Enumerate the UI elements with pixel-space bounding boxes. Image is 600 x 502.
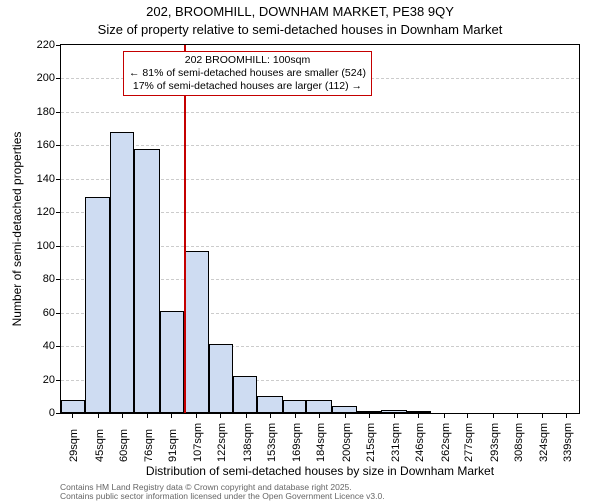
annotation-box: 202 BROOMHILL: 100sqm← 81% of semi-detac… xyxy=(123,51,372,96)
chart-title-line1: 202, BROOMHILL, DOWNHAM MARKET, PE38 9QY xyxy=(0,4,600,19)
y-tick-label: 160 xyxy=(0,139,55,151)
y-tick-label: 60 xyxy=(0,307,55,319)
histogram-bar xyxy=(209,344,233,413)
y-tick-mark xyxy=(56,145,60,146)
x-axis-label: Distribution of semi-detached houses by … xyxy=(60,464,580,478)
histogram-bar xyxy=(381,410,407,413)
y-tick-label: 0 xyxy=(0,407,55,419)
x-tick-mark xyxy=(270,414,271,418)
y-tick-label: 120 xyxy=(0,206,55,218)
x-tick-label: 138sqm xyxy=(242,423,254,462)
y-tick-label: 200 xyxy=(0,72,55,84)
plot-area: 202 BROOMHILL: 100sqm← 81% of semi-detac… xyxy=(60,44,580,414)
x-tick-label: 76sqm xyxy=(143,429,155,462)
x-tick-label: 231sqm xyxy=(390,423,402,462)
x-tick-mark xyxy=(467,414,468,418)
histogram-bar xyxy=(110,132,134,413)
histogram-bar xyxy=(357,411,381,413)
histogram-bar xyxy=(283,400,307,413)
x-tick-label: 215sqm xyxy=(365,423,377,462)
y-tick-label: 40 xyxy=(0,340,55,352)
histogram-bar xyxy=(184,251,210,413)
x-tick-mark xyxy=(295,414,296,418)
y-tick-label: 100 xyxy=(0,240,55,252)
x-tick-label: 29sqm xyxy=(68,429,80,462)
y-tick-mark xyxy=(56,346,60,347)
gridline xyxy=(61,112,579,113)
chart-container: { "chart": { "type": "histogram", "title… xyxy=(0,0,600,500)
y-tick-label: 140 xyxy=(0,173,55,185)
histogram-bar xyxy=(134,149,160,413)
y-tick-label: 20 xyxy=(0,374,55,386)
x-tick-mark xyxy=(147,414,148,418)
x-tick-label: 184sqm xyxy=(315,423,327,462)
x-tick-mark xyxy=(517,414,518,418)
x-tick-mark xyxy=(220,414,221,418)
histogram-bar xyxy=(332,406,358,413)
y-tick-mark xyxy=(56,45,60,46)
y-tick-label: 180 xyxy=(0,106,55,118)
x-tick-label: 169sqm xyxy=(291,423,303,462)
x-tick-label: 246sqm xyxy=(414,423,426,462)
histogram-bar xyxy=(407,411,431,413)
y-tick-label: 80 xyxy=(0,273,55,285)
y-tick-mark xyxy=(56,279,60,280)
x-tick-label: 91sqm xyxy=(167,429,179,462)
x-tick-mark xyxy=(493,414,494,418)
x-tick-label: 122sqm xyxy=(216,423,228,462)
x-tick-label: 277sqm xyxy=(463,423,475,462)
histogram-bar xyxy=(257,396,283,413)
credits-text: Contains HM Land Registry data © Crown c… xyxy=(60,483,385,502)
histogram-bar xyxy=(85,197,111,413)
x-tick-mark xyxy=(345,414,346,418)
x-tick-label: 293sqm xyxy=(489,423,501,462)
x-tick-label: 324sqm xyxy=(538,423,550,462)
histogram-bar xyxy=(233,376,257,413)
x-tick-mark xyxy=(122,414,123,418)
y-tick-mark xyxy=(56,179,60,180)
y-tick-mark xyxy=(56,380,60,381)
x-tick-label: 107sqm xyxy=(192,423,204,462)
y-tick-mark xyxy=(56,78,60,79)
x-tick-mark xyxy=(171,414,172,418)
x-tick-label: 262sqm xyxy=(440,423,452,462)
y-tick-mark xyxy=(56,112,60,113)
x-tick-mark xyxy=(566,414,567,418)
y-tick-mark xyxy=(56,212,60,213)
x-tick-label: 153sqm xyxy=(266,423,278,462)
chart-title-line2: Size of property relative to semi-detach… xyxy=(0,22,600,37)
x-tick-mark xyxy=(444,414,445,418)
histogram-bar xyxy=(160,311,184,413)
x-tick-label: 45sqm xyxy=(94,429,106,462)
x-tick-mark xyxy=(196,414,197,418)
x-tick-mark xyxy=(319,414,320,418)
x-tick-mark xyxy=(542,414,543,418)
y-tick-label: 220 xyxy=(0,39,55,51)
histogram-bar xyxy=(61,400,85,413)
x-tick-label: 308sqm xyxy=(513,423,525,462)
reference-marker-line xyxy=(184,45,186,413)
x-axis-ticks: 29sqm 45sqm 60sqm 76sqm 91sqm 107sqm 122sqm 138… xyxy=(60,414,580,464)
y-tick-mark xyxy=(56,313,60,314)
x-tick-mark xyxy=(98,414,99,418)
x-tick-mark xyxy=(369,414,370,418)
histogram-bar xyxy=(306,400,332,413)
x-tick-label: 339sqm xyxy=(562,423,574,462)
x-tick-label: 200sqm xyxy=(341,423,353,462)
x-tick-mark xyxy=(246,414,247,418)
y-tick-mark xyxy=(56,246,60,247)
x-tick-label: 60sqm xyxy=(118,429,130,462)
x-tick-mark xyxy=(394,414,395,418)
x-tick-mark xyxy=(418,414,419,418)
x-tick-mark xyxy=(72,414,73,418)
gridline xyxy=(61,145,579,146)
